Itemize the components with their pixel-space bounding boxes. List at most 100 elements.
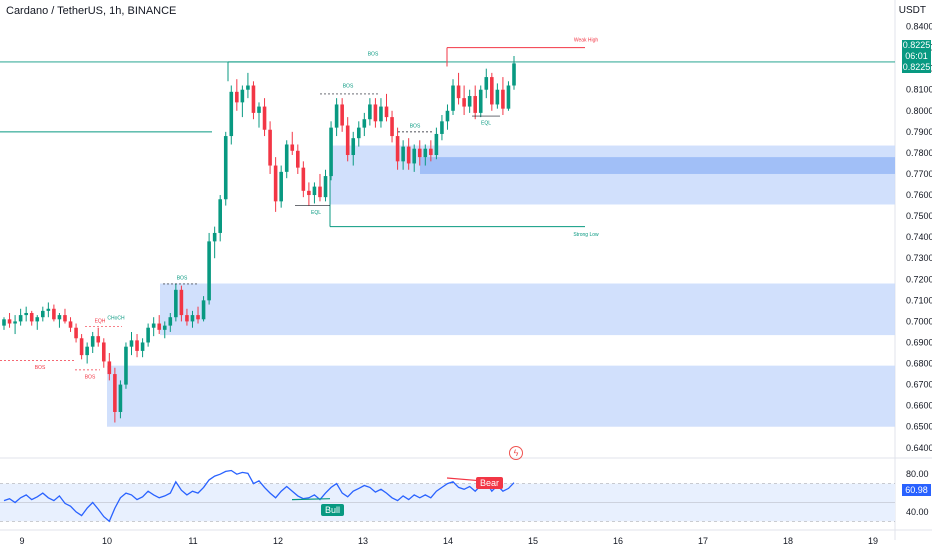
- candle-body-4: [24, 312, 28, 316]
- time-label-2: 11: [188, 536, 197, 546]
- candle-body-45: [251, 85, 256, 113]
- candle-body-72: [401, 146, 405, 162]
- price-tick-3: 0.8100: [906, 85, 932, 95]
- candle-body-20: [113, 374, 117, 412]
- time-label-0: 9: [19, 536, 24, 546]
- order-block-zone-2: [160, 283, 895, 336]
- candle-body-91: [506, 85, 511, 109]
- last-price-tag: 0.8225: [902, 40, 931, 51]
- candle-body-81: [451, 85, 455, 111]
- time-label-8: 17: [698, 536, 708, 546]
- candle-body-35: [196, 315, 200, 320]
- unit-label: USDT: [898, 5, 926, 16]
- time-label-5: 14: [443, 536, 453, 546]
- candle-body-23: [129, 340, 134, 347]
- candle-body-61: [340, 104, 344, 126]
- time-label-7: 16: [613, 536, 623, 546]
- candle-body-30: [168, 317, 173, 326]
- candle-body-83: [462, 98, 466, 107]
- price-tick-20: 0.6400: [906, 443, 932, 453]
- price-tick-19: 0.6500: [906, 422, 932, 432]
- candle-body-54: [301, 167, 306, 191]
- candle-body-64: [356, 127, 361, 139]
- bear-divergence-badge: Bear: [476, 477, 504, 489]
- candle-body-14: [79, 338, 84, 356]
- candle-body-87: [484, 77, 489, 90]
- candle-body-47: [262, 106, 267, 130]
- price-tick-13: 0.7100: [906, 295, 932, 305]
- bull-divergence-badge: Bull: [321, 504, 345, 516]
- candle-body-74: [412, 148, 417, 164]
- candle-body-50: [279, 171, 283, 202]
- bos-label-top: BOS: [368, 52, 379, 58]
- candle-body-37: [207, 241, 211, 301]
- candle-body-19: [107, 361, 112, 375]
- candle-body-90: [501, 89, 505, 109]
- price-tick-15: 0.6900: [906, 337, 932, 347]
- order-block-zone-1: [420, 157, 895, 174]
- candle-body-27: [151, 323, 156, 328]
- candle-body-84: [467, 96, 472, 107]
- candle-body-0: [2, 319, 6, 326]
- choch-label: CHoCH: [107, 315, 125, 321]
- candle-body-46: [257, 106, 261, 113]
- candle-body-25: [140, 342, 145, 351]
- candle-body-39: [218, 199, 222, 233]
- flash-icon[interactable]: ϟ: [509, 446, 523, 460]
- candle-body-36: [201, 300, 206, 320]
- candle-body-24: [135, 340, 139, 351]
- candle-body-76: [423, 148, 428, 158]
- price-tick-0: 0.8400: [906, 22, 932, 32]
- price-tick-18: 0.6600: [906, 401, 932, 411]
- price-tick-16: 0.6800: [906, 359, 932, 369]
- bull-divergence-line: [291, 498, 331, 501]
- candle-body-53: [296, 150, 300, 168]
- candle-body-63: [351, 138, 356, 156]
- bos-label-low: BOS: [177, 275, 188, 281]
- candle-body-18: [101, 342, 106, 362]
- candle-body-29: [162, 325, 167, 330]
- candle-body-82: [456, 85, 461, 99]
- candle-body-26: [146, 327, 150, 343]
- candle-body-31: [174, 289, 178, 318]
- candle-body-65: [362, 119, 367, 128]
- price-tick-12: 0.7200: [906, 274, 932, 284]
- candle-body-56: [312, 186, 317, 196]
- candle-body-33: [185, 315, 189, 322]
- candle-body-34: [190, 315, 195, 322]
- time-label-4: 13: [358, 536, 368, 546]
- candle-body-38: [212, 232, 217, 242]
- candle-body-80: [445, 110, 450, 122]
- price-tick-4: 0.8000: [906, 106, 932, 116]
- candle-body-73: [406, 146, 411, 164]
- candle-body-66: [368, 104, 372, 120]
- candle-body-78: [434, 133, 439, 156]
- bos-label-bear-2: BOS: [85, 374, 96, 380]
- last-price-tag-2: 0.8225: [902, 62, 931, 73]
- price-tick-11: 0.7300: [906, 253, 932, 263]
- countdown-tag: 06:01: [902, 51, 931, 62]
- rsi-value-tag: 60.98: [902, 484, 931, 496]
- candle-body-69: [384, 106, 389, 118]
- candle-body-1: [7, 319, 12, 324]
- candle-body-2: [13, 321, 17, 324]
- time-label-3: 12: [273, 536, 283, 546]
- candle-body-67: [373, 104, 378, 122]
- candle-body-52: [290, 144, 295, 151]
- candle-body-11: [63, 315, 67, 322]
- candle-body-86: [478, 89, 483, 113]
- candle-body-62: [345, 125, 350, 156]
- chart-title: Cardano / TetherUS, 1h, BINANCE: [6, 5, 177, 17]
- eql-label: EQL: [311, 210, 321, 216]
- candle-body-71: [395, 136, 400, 162]
- candle-body-58: [323, 176, 328, 198]
- candle-body-60: [334, 104, 339, 128]
- weak-high-label: Weak High: [574, 37, 599, 43]
- candle-body-79: [440, 121, 444, 134]
- candle-body-44: [246, 85, 250, 90]
- candle-body-3: [18, 315, 23, 322]
- candle-body-77: [429, 148, 433, 156]
- candle-body-57: [318, 186, 322, 198]
- candle-body-6: [35, 317, 40, 322]
